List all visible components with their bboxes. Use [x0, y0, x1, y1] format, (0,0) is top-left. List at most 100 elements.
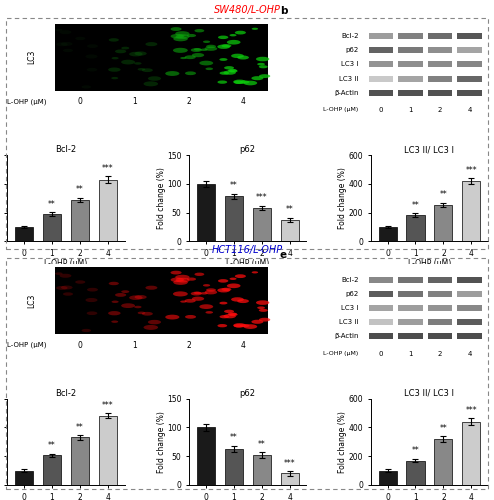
Circle shape [191, 48, 202, 52]
Circle shape [259, 309, 268, 312]
Circle shape [63, 292, 73, 296]
X-axis label: L-OHP (μM): L-OHP (μM) [226, 260, 269, 268]
Circle shape [195, 29, 205, 32]
Circle shape [112, 57, 119, 59]
Circle shape [229, 313, 238, 316]
Circle shape [194, 292, 201, 294]
Text: **: ** [286, 206, 293, 214]
Text: ***: *** [256, 194, 268, 202]
Text: ***: *** [102, 164, 114, 173]
Circle shape [55, 29, 63, 32]
Bar [369, 334, 393, 340]
Circle shape [240, 80, 249, 84]
Text: ***: *** [465, 166, 477, 174]
Y-axis label: Fold change (%): Fold change (%) [338, 168, 347, 229]
Bar [252, 455, 271, 485]
Circle shape [108, 68, 121, 72]
Bar [55, 24, 268, 91]
Text: **: ** [412, 446, 419, 456]
Text: Bcl-2: Bcl-2 [341, 33, 359, 39]
Circle shape [170, 34, 184, 38]
Circle shape [228, 312, 237, 316]
Text: **: ** [440, 190, 447, 199]
Bar [457, 76, 482, 82]
Circle shape [229, 70, 238, 72]
Circle shape [111, 320, 118, 323]
Circle shape [75, 280, 85, 284]
Text: **: ** [76, 423, 84, 432]
Bar [398, 48, 423, 54]
Text: β-Actin: β-Actin [334, 90, 359, 96]
X-axis label: L-OHP (μM): L-OHP (μM) [408, 260, 451, 268]
Bar [457, 62, 482, 68]
Bar [457, 305, 482, 311]
Text: 1: 1 [132, 340, 137, 349]
Bar [398, 62, 423, 68]
Circle shape [217, 44, 230, 49]
Circle shape [219, 302, 228, 304]
Text: HCT116/L-OHP: HCT116/L-OHP [211, 245, 283, 255]
Text: 1: 1 [408, 350, 412, 356]
Circle shape [224, 310, 234, 313]
Circle shape [205, 46, 217, 51]
Circle shape [134, 295, 147, 299]
Circle shape [56, 286, 68, 290]
Bar [434, 439, 453, 485]
Circle shape [121, 46, 129, 50]
Text: LC3 II: LC3 II [339, 76, 359, 82]
Circle shape [257, 306, 265, 309]
Text: ***: *** [465, 406, 477, 415]
Circle shape [61, 286, 73, 290]
Circle shape [240, 324, 249, 327]
Text: LC3: LC3 [27, 50, 36, 64]
Text: 0: 0 [78, 340, 83, 349]
Circle shape [200, 292, 207, 294]
Circle shape [200, 60, 213, 66]
Text: **: ** [440, 424, 447, 433]
Circle shape [192, 53, 204, 57]
Circle shape [86, 68, 97, 71]
Circle shape [203, 40, 210, 43]
Circle shape [218, 279, 228, 282]
Circle shape [185, 315, 196, 318]
Bar [407, 215, 424, 242]
Circle shape [87, 288, 98, 292]
Bar [428, 76, 453, 82]
Circle shape [82, 329, 91, 332]
Circle shape [259, 65, 268, 68]
Circle shape [200, 48, 207, 51]
Circle shape [234, 324, 244, 328]
Bar [281, 220, 299, 242]
Circle shape [165, 71, 179, 76]
Title: LC3 II/ LC3 I: LC3 II/ LC3 I [405, 389, 454, 398]
Circle shape [237, 56, 249, 60]
Bar [398, 305, 423, 311]
Circle shape [60, 274, 72, 278]
Bar [398, 334, 423, 340]
Bar [457, 33, 482, 39]
Circle shape [61, 42, 73, 46]
Circle shape [217, 324, 227, 328]
Circle shape [251, 272, 258, 274]
Title: p62: p62 [240, 389, 256, 398]
Circle shape [75, 36, 85, 40]
Circle shape [223, 70, 236, 75]
Bar [398, 276, 423, 282]
Text: 0: 0 [379, 350, 383, 356]
Text: LC3 I: LC3 I [341, 305, 359, 311]
Circle shape [185, 56, 196, 59]
Circle shape [55, 272, 63, 275]
Circle shape [142, 68, 153, 72]
Circle shape [244, 324, 257, 329]
Circle shape [200, 304, 213, 309]
Text: 0: 0 [78, 97, 83, 106]
Circle shape [175, 31, 190, 36]
Bar [43, 214, 61, 242]
Bar [197, 184, 215, 242]
Circle shape [256, 300, 269, 305]
Bar [252, 208, 271, 242]
Text: L-OHP (μM): L-OHP (μM) [7, 98, 47, 105]
Circle shape [187, 34, 196, 37]
Circle shape [180, 300, 187, 302]
Circle shape [173, 292, 188, 296]
